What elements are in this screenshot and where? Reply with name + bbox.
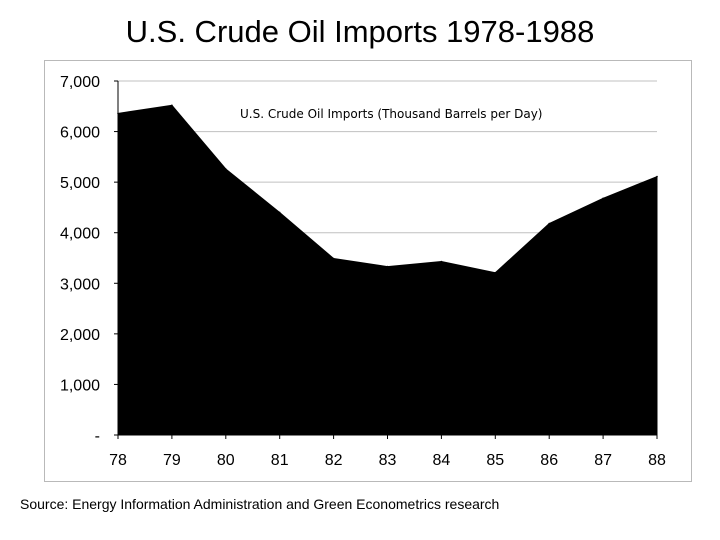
y-tick-label: 4,000 — [60, 226, 100, 243]
x-tick-label: 87 — [594, 452, 612, 469]
data-point-86 — [548, 222, 550, 225]
slide-title: U.S. Crude Oil Imports 1978-1988 — [125, 14, 595, 49]
data-point-81 — [278, 211, 281, 214]
y-tick-label: 7,000 — [60, 74, 100, 91]
x-tick-label: 82 — [325, 452, 343, 469]
x-tick-label: 79 — [163, 452, 181, 469]
data-point-79 — [171, 104, 173, 107]
area-series — [117, 104, 658, 436]
y-tick-label: 3,000 — [60, 276, 100, 293]
data-point-80 — [225, 168, 227, 170]
x-tick-label: 80 — [217, 452, 235, 469]
y-axis-ticks: - 1,000 2,000 3,000 4,000 5,000 6,000 7,000 — [60, 74, 100, 445]
data-point-88 — [656, 175, 658, 178]
y-tick-label: - — [95, 428, 100, 445]
x-axis-ticks: 78 79 80 81 82 83 84 85 86 87 88 — [109, 452, 666, 469]
axes — [114, 80, 658, 439]
data-point-83 — [386, 265, 389, 268]
data-point-85 — [494, 271, 497, 274]
y-tick-label: 1,000 — [60, 377, 100, 394]
x-tick-label: 84 — [433, 452, 451, 469]
x-tick-label: 83 — [379, 452, 397, 469]
data-point-82 — [332, 257, 335, 260]
x-tick-label: 88 — [648, 452, 666, 469]
y-tick-label: 6,000 — [60, 125, 100, 142]
source-note: Source: Energy Information Administratio… — [20, 496, 500, 512]
x-tick-label: 78 — [109, 452, 127, 469]
x-tick-label: 86 — [540, 452, 558, 469]
series-label: U.S. Crude Oil Imports (Thousand Barrels… — [240, 107, 543, 121]
data-point-87 — [602, 197, 604, 200]
x-tick-label: 81 — [271, 452, 289, 469]
data-point-84 — [440, 260, 443, 263]
y-tick-label: 5,000 — [60, 175, 100, 192]
y-tick-label: 2,000 — [60, 327, 100, 344]
x-tick-label: 85 — [486, 452, 504, 469]
area-0 — [117, 104, 658, 436]
